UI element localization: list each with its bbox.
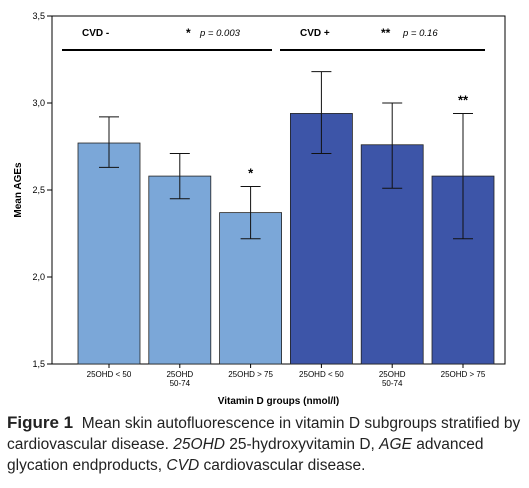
- caption-em-1: 25OHD: [173, 436, 225, 453]
- y-tick-label: 2,0: [32, 272, 45, 282]
- x-tick-label: 25OHD < 50: [299, 370, 344, 379]
- y-tick-label: 3,0: [32, 98, 45, 108]
- x-tick-label: 25OHD > 75: [441, 370, 486, 379]
- y-tick-label: 3,5: [32, 11, 45, 21]
- x-tick-label: 25OHD > 75: [228, 370, 273, 379]
- bar: [148, 175, 212, 365]
- y-tick-label: 2,5: [32, 185, 45, 195]
- x-tick-label: 25OHD < 50: [87, 370, 132, 379]
- caption-text-3: advanced glycation endproducts,: [7, 436, 484, 474]
- x-tick-label: 50-74: [170, 379, 191, 388]
- caption-text-2: 25-hydroxyvitamin D,: [224, 436, 380, 453]
- group-annotation-text: p = 0.16: [402, 28, 438, 39]
- caption-em-2: AGE: [379, 436, 412, 453]
- caption-em-3: CVD: [166, 457, 200, 474]
- group-label: CVD +: [300, 28, 330, 39]
- bar: [77, 142, 141, 365]
- group-annotation-text: p = 0.003: [199, 28, 241, 39]
- group-label: CVD -: [82, 28, 109, 39]
- group-annotation-star: **: [381, 26, 391, 40]
- y-axis-label: Mean AGEs: [13, 162, 24, 218]
- caption-text-1: Mean skin autofluorescence in vitamin D …: [7, 415, 521, 453]
- x-tick-label: 50-74: [382, 379, 403, 388]
- group-annotation-star: *: [186, 26, 191, 40]
- x-axis-label: Vitamin D groups (nmol/l): [218, 396, 339, 407]
- bar: [289, 113, 353, 365]
- x-tick-label: 25OHD: [166, 370, 193, 379]
- y-tick-label: 1,5: [32, 359, 45, 369]
- caption-text-4: cardiovascular disease.: [199, 457, 366, 474]
- x-tick-label: 25OHD: [379, 370, 406, 379]
- figure-caption: Figure 1 Mean skin autofluorescence in v…: [7, 412, 525, 476]
- significance-marker: **: [458, 92, 469, 107]
- caption-label: Figure 1: [7, 413, 74, 432]
- significance-marker: *: [248, 166, 254, 181]
